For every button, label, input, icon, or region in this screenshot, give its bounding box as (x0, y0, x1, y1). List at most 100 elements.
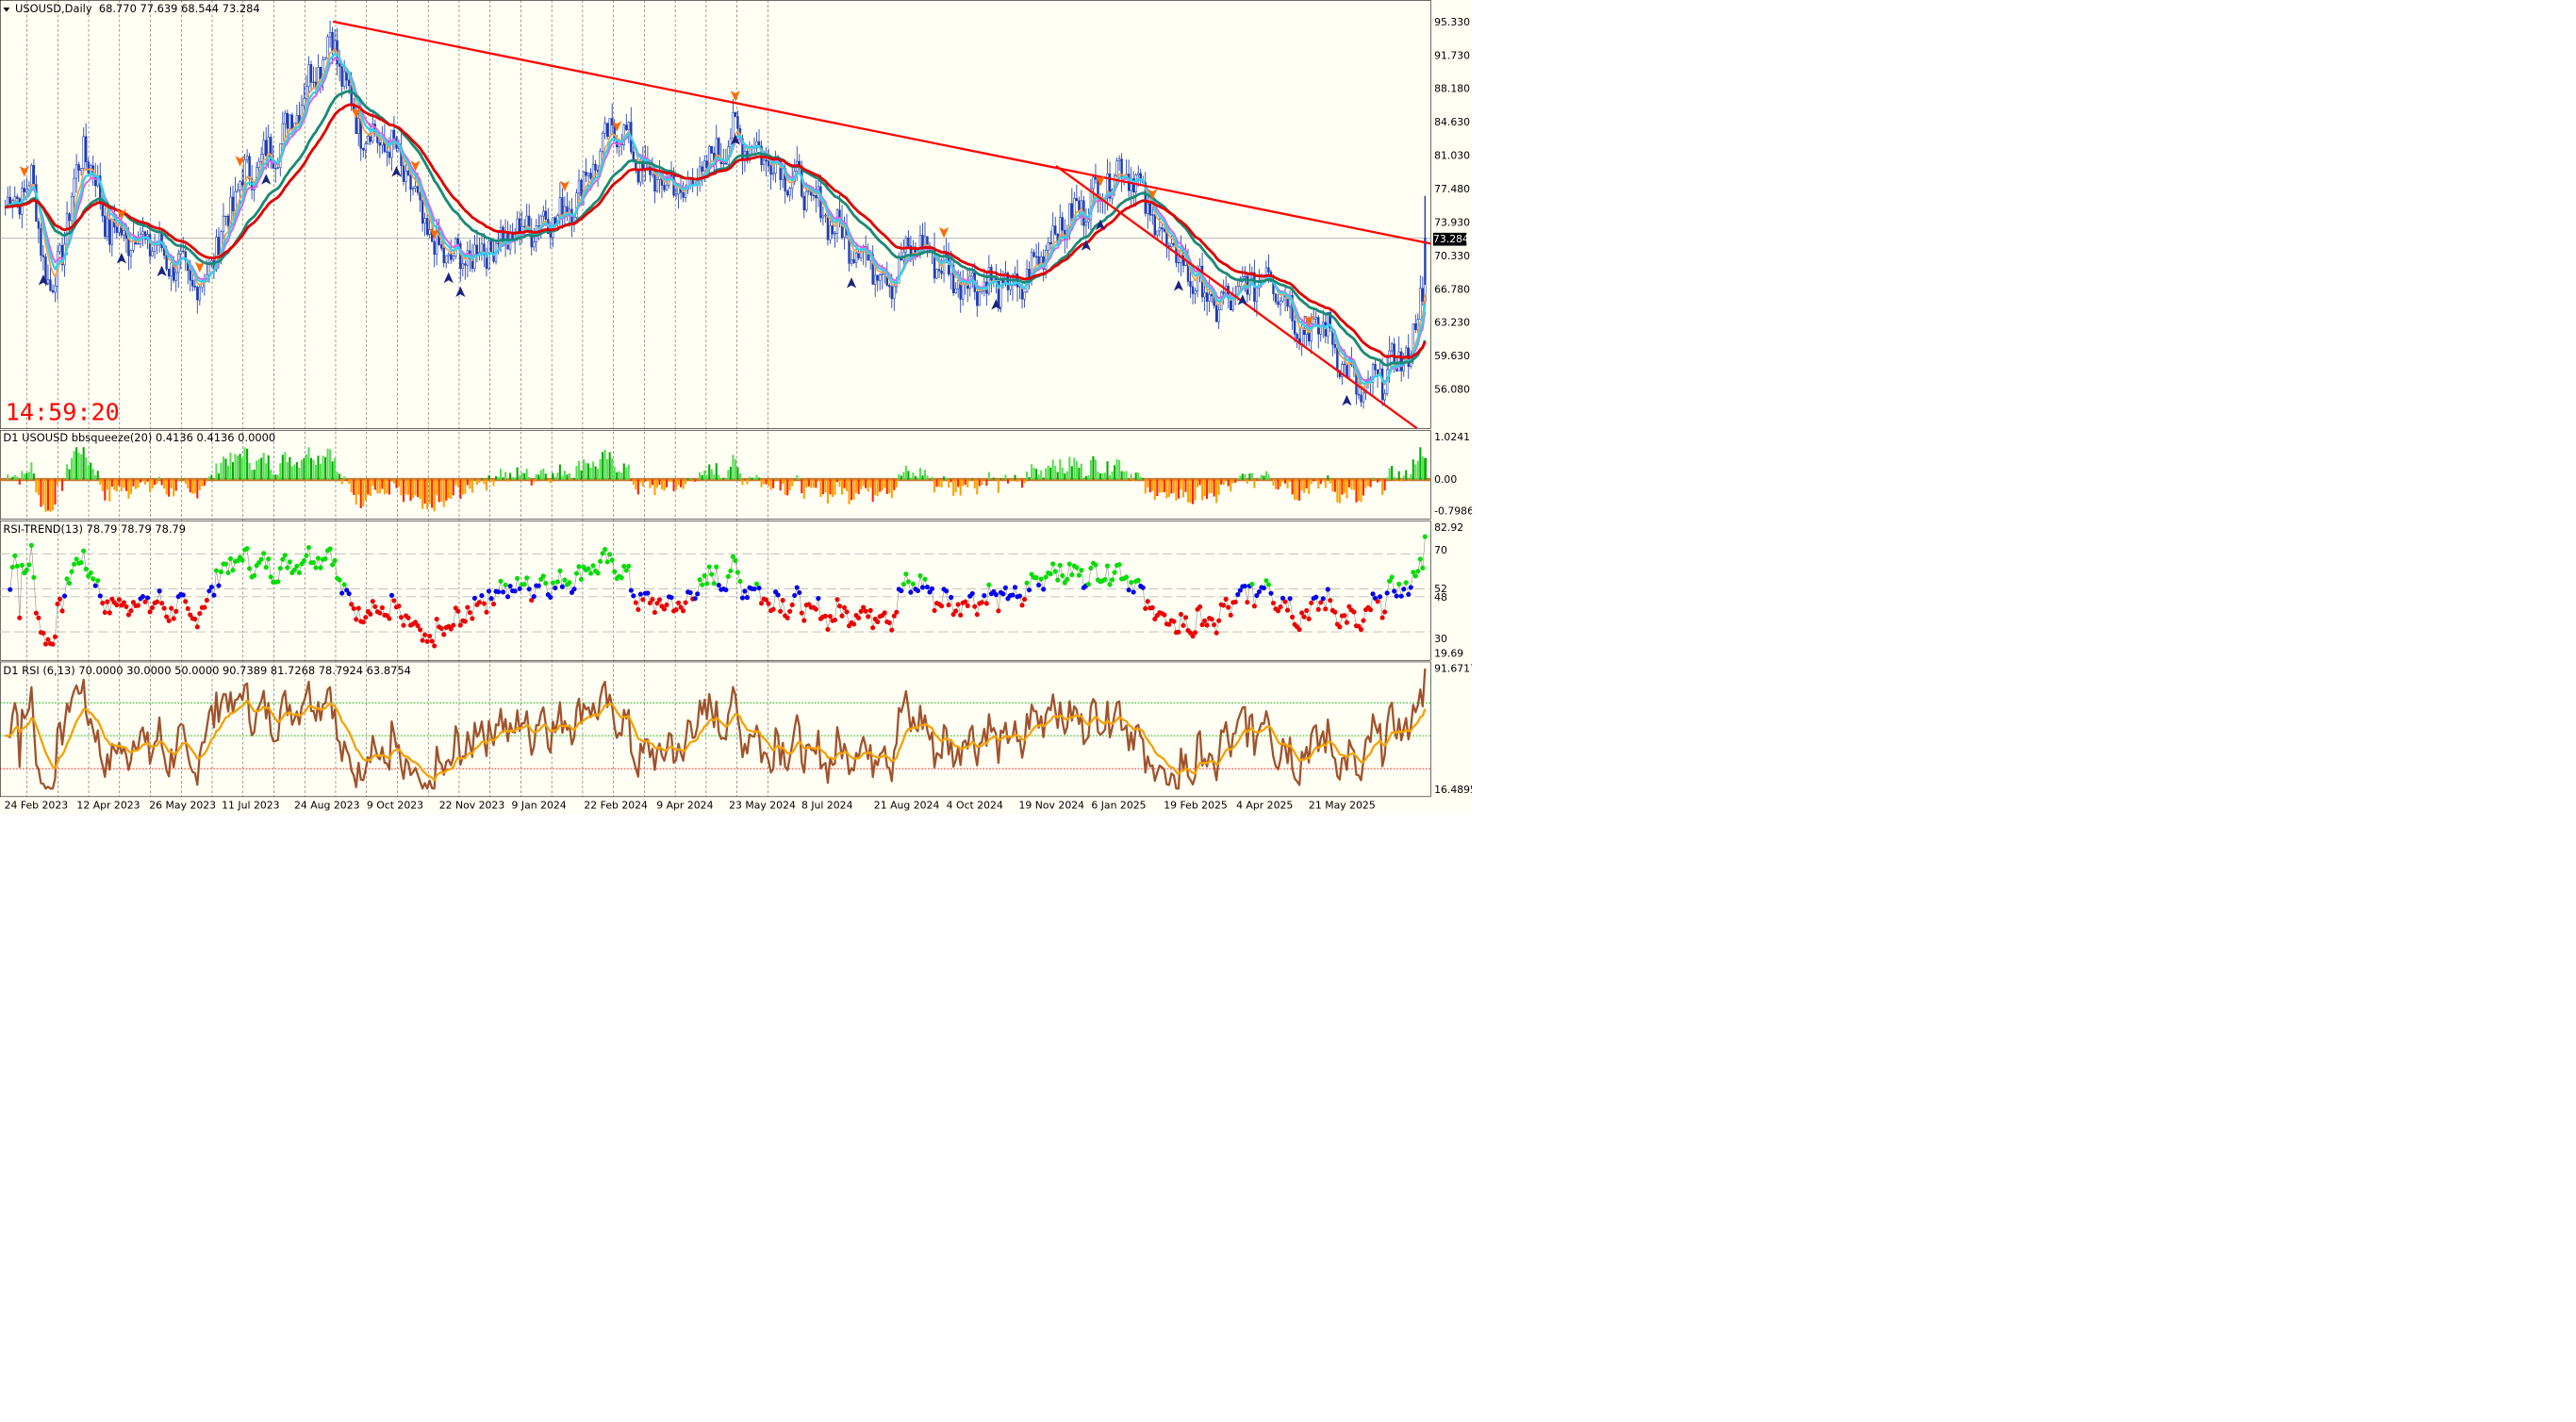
bbsqueeze-bar (772, 479, 775, 488)
candle-body (1137, 173, 1140, 175)
bbsqueeze-bar (575, 466, 578, 480)
bbsqueeze-bar (1115, 458, 1118, 480)
bbsqueeze-bar (865, 479, 867, 488)
rsi-trend-dot (1204, 622, 1210, 628)
bbsqueeze-bar (90, 462, 92, 480)
bbsqueeze-bar (16, 476, 19, 480)
date-axis-label: 9 Jan 2024 (511, 799, 567, 812)
candle-body (605, 123, 609, 138)
rsi-trend-dot (742, 588, 748, 594)
candle-body (115, 226, 119, 233)
rsi-trend-dot (470, 616, 475, 621)
candle-body (265, 140, 268, 157)
rsi-trend-dot (1116, 562, 1122, 568)
dropdown-triangle-icon[interactable] (3, 7, 10, 12)
rsi-trend-dot (26, 562, 32, 568)
candle-body (1070, 203, 1074, 219)
rsi-trend-dot (1149, 604, 1155, 610)
rsi-trend-dot (420, 637, 425, 643)
bbsqueeze-bar (469, 479, 471, 489)
rsi-trend-dot (794, 585, 800, 590)
bbsqueeze-bar (217, 473, 220, 480)
rsi-trend-dot (498, 578, 504, 584)
bbsqueeze-bar (568, 473, 570, 480)
candle-body (1217, 309, 1220, 322)
rsi-trend-dot (1102, 576, 1108, 583)
rsi-trend-dot (766, 601, 771, 606)
bbsqueeze-bar (751, 477, 753, 480)
candle-body (1075, 198, 1079, 202)
bbsqueeze-bar (1201, 479, 1204, 501)
rsi-trend-dot (735, 570, 740, 575)
candle-body (542, 210, 545, 217)
bbsqueeze-bar (1414, 464, 1417, 480)
bbsqueeze-bar (1241, 473, 1244, 480)
bbsqueeze-bar (782, 479, 784, 485)
rsi-trend-dot (604, 559, 610, 565)
candle-body (1148, 203, 1151, 216)
candle-body (935, 269, 938, 279)
bbsqueeze-bar (101, 479, 104, 491)
rsi-trend-dot (92, 583, 98, 588)
candle-body (1032, 252, 1035, 257)
sell-arrow-icon (351, 107, 361, 119)
bbsqueeze-bar (1267, 473, 1270, 480)
bbsqueeze-bar (1011, 479, 1015, 481)
bbsqueeze-bar (1341, 479, 1344, 495)
bbsqueeze-bar (535, 473, 537, 480)
rsi-trend-dot (1301, 614, 1307, 620)
rsi-trend-dot (412, 620, 419, 625)
rsi-trend-dot (1171, 619, 1177, 624)
bbsqueeze-bar (602, 452, 604, 480)
rsi-trend-dot (587, 570, 594, 576)
bbsqueeze-bar (381, 479, 384, 489)
rsi-trend-dot (1079, 568, 1084, 573)
candle-body (174, 272, 177, 281)
rsi-trend-dot (924, 584, 931, 590)
candle-body (987, 267, 991, 294)
bbsqueeze-bar (492, 479, 495, 487)
date-axis-label: 22 Nov 2023 (438, 799, 505, 812)
bbsqueeze-bar (108, 479, 111, 502)
rsi-trend-dot (706, 564, 712, 570)
candle-body (999, 280, 1002, 307)
bbsqueeze-bar (11, 476, 14, 480)
candle-body (665, 184, 669, 190)
rsi-trend-dot (1088, 565, 1094, 570)
rsi-trend-dot (1245, 600, 1250, 605)
bbsqueeze-bar (738, 473, 741, 480)
bbsqueeze-bar (831, 479, 834, 498)
bbsqueeze-bar (41, 479, 44, 505)
rsi-trend-dot (185, 605, 190, 612)
rsi-trend-dot (867, 607, 873, 613)
rsi-trend-dot (192, 617, 198, 622)
rsi-trend-dot (609, 557, 615, 563)
bbsqueeze-bar (124, 479, 127, 491)
bbsqueeze-bar (926, 475, 929, 480)
rsi-trend-dot (683, 600, 688, 605)
rsi-trend-dot (1251, 604, 1257, 609)
bbsqueeze-bar (1279, 479, 1282, 488)
bbsqueeze-bar (402, 479, 405, 503)
bbsqueeze-bar (154, 479, 157, 486)
bbsqueeze-bar (1217, 479, 1220, 495)
bbsqueeze-bar (459, 479, 462, 499)
rsi-trend-dot (922, 576, 928, 582)
rsi-trend-dot (327, 546, 333, 552)
rsi-trend-dot (503, 582, 508, 587)
rsi-trend-dot (1313, 594, 1319, 600)
bbsqueeze-bar (1089, 459, 1092, 480)
bbsqueeze-bar (570, 479, 573, 481)
rsi-trend-dot (304, 553, 309, 558)
candle-body (525, 215, 528, 227)
rsi-trend-dot (164, 614, 170, 620)
candle-body (1277, 301, 1280, 306)
rsi-trend-dot (372, 604, 378, 609)
bbsqueeze-bar (1186, 479, 1190, 503)
bbsqueeze-bar (921, 475, 924, 480)
bbsqueeze-bar (378, 479, 381, 494)
rsi-trend-dot (758, 601, 765, 606)
chart-canvas[interactable] (0, 0, 1472, 813)
chart-window[interactable]: USOUSD,Daily 68.770 77.639 68.544 73.284… (0, 0, 1473, 813)
rsi-trend-dot (1192, 630, 1198, 636)
